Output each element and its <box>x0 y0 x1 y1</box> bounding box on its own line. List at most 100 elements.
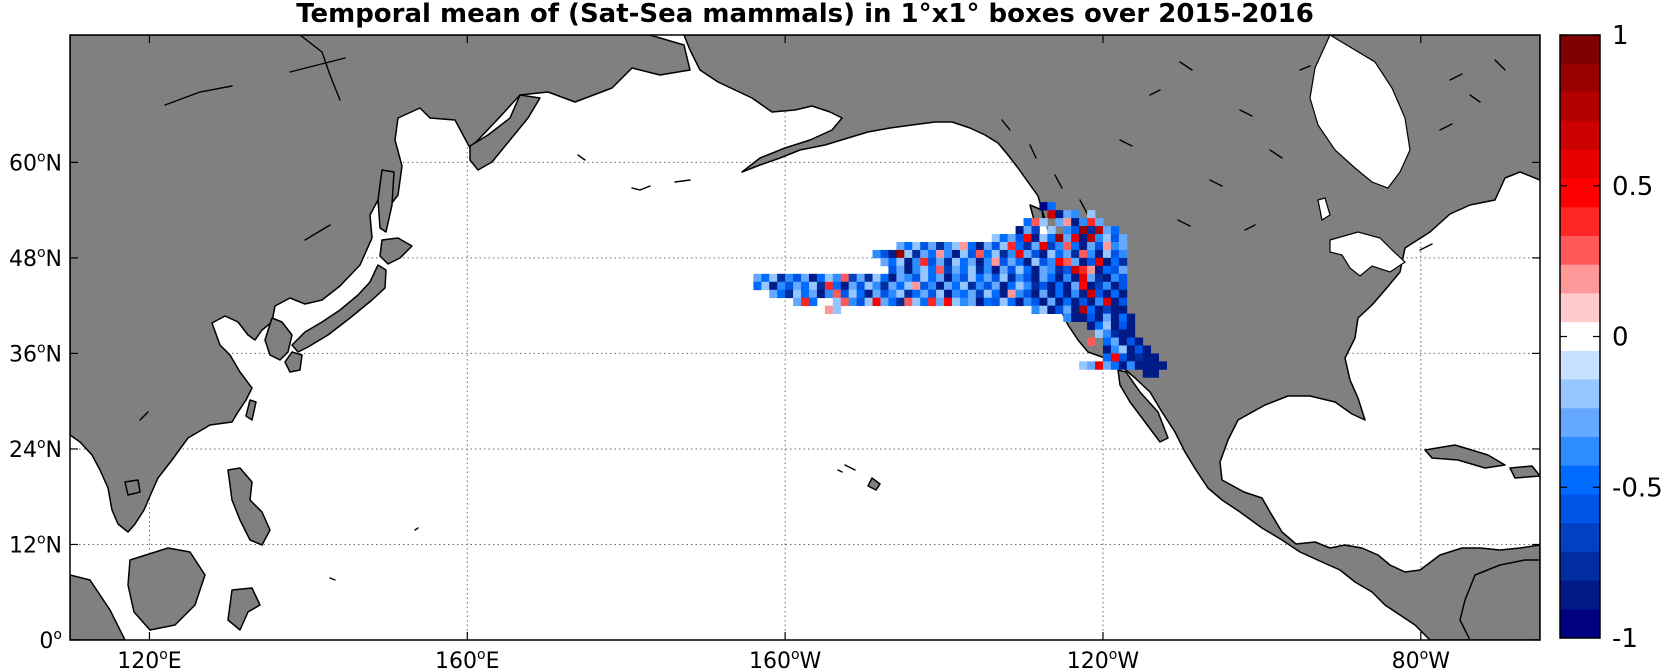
heatmap-cell <box>840 289 850 299</box>
heatmap-cell <box>1087 241 1096 251</box>
heatmap-cell <box>864 297 873 307</box>
heatmap-cell <box>1118 297 1128 307</box>
heatmap-cell <box>832 305 842 315</box>
heatmap-cell <box>1087 289 1096 299</box>
heatmap-cell <box>1047 249 1056 259</box>
heatmap-cell <box>967 281 977 291</box>
heatmap-cell <box>1007 273 1016 283</box>
heatmap-cell <box>769 273 778 283</box>
hudson-bay <box>1309 35 1411 189</box>
heatmap-cell <box>1087 281 1096 291</box>
heatmap-cell <box>1047 202 1056 211</box>
heatmap-cell <box>872 289 881 299</box>
heatmap-cell <box>1118 353 1128 362</box>
heatmap-cell <box>1095 297 1104 307</box>
y-tick-label: 0o <box>39 627 62 654</box>
heatmap-cell <box>816 273 826 283</box>
heatmap-cell <box>793 297 802 307</box>
heatmap-cell <box>1102 313 1112 322</box>
heatmap-cell <box>1071 289 1080 299</box>
heatmap-cell <box>888 273 897 283</box>
heatmap-cell <box>1039 289 1048 299</box>
colorbar-step <box>1560 63 1600 93</box>
heatmap-cell <box>816 289 826 299</box>
heatmap-cell <box>1118 337 1128 346</box>
heatmap-cell <box>999 289 1009 299</box>
heatmap-cell <box>761 281 770 291</box>
heatmap-cell <box>991 257 1001 267</box>
colorbar-steps <box>1560 35 1600 639</box>
heatmap-cell <box>1071 249 1080 259</box>
heatmap-cell <box>1102 361 1112 370</box>
heatmap-cell <box>1023 297 1032 307</box>
heatmap-cell <box>952 273 961 283</box>
colorbar-step <box>1560 551 1600 582</box>
heatmap-cell <box>1039 265 1048 275</box>
heatmap-cell <box>753 281 762 291</box>
heatmap-cell <box>983 289 993 299</box>
heatmap-cell <box>808 289 818 299</box>
heatmap-cell <box>1079 289 1088 299</box>
heatmap-cell <box>1126 345 1136 354</box>
heatmap-cell <box>1095 241 1104 251</box>
heatmap-cell <box>1110 345 1120 354</box>
colorbar-step <box>1560 35 1600 65</box>
heatmap-cell <box>912 297 921 307</box>
heatmap-cell <box>1095 313 1104 322</box>
heatmap-cell <box>920 241 929 251</box>
heatmap-cell <box>991 289 1001 299</box>
heatmap-cell <box>1095 321 1104 330</box>
heatmap-cell <box>983 249 993 259</box>
heatmap-cell <box>1007 257 1016 267</box>
heatmap-cell <box>944 289 953 299</box>
heatmap-cell <box>888 289 897 299</box>
heatmap-cell <box>896 289 905 299</box>
heatmap-cell <box>1071 218 1080 227</box>
heatmap-cell <box>816 281 826 291</box>
heatmap-cell <box>1142 361 1152 370</box>
heatmap-cell <box>880 289 889 299</box>
heatmap-cell <box>912 281 921 291</box>
heatmap-cell <box>1087 361 1096 370</box>
heatmap-cell <box>952 241 961 251</box>
heatmap-cell <box>1071 265 1080 275</box>
heatmap-cell <box>904 289 913 299</box>
heatmap-cell <box>1063 218 1072 227</box>
heatmap-cell <box>1118 249 1128 259</box>
heatmap-cell <box>1063 234 1072 243</box>
heatmap-cell <box>1047 273 1056 283</box>
heatmap-cell <box>1063 257 1072 267</box>
heatmap-cell <box>1102 226 1112 235</box>
heatmap-cell <box>928 297 937 307</box>
y-tick-label: 36oN <box>9 340 62 367</box>
heatmap-cell <box>912 249 921 259</box>
heatmap-cell <box>1063 226 1072 235</box>
heatmap-cell <box>1047 226 1056 235</box>
heatmap-cell <box>928 281 937 291</box>
heatmap-cell <box>959 281 969 291</box>
heatmap-cell <box>991 265 1001 275</box>
heatmap-cell <box>983 265 993 275</box>
colorbar-step <box>1560 437 1600 467</box>
heatmap-cell <box>1071 281 1080 291</box>
x-axis: 120oE 160oE 160oW 120oW 80oW <box>117 35 1450 670</box>
heatmap-cell <box>896 297 905 307</box>
heatmap-cell <box>856 289 865 299</box>
heatmap-cell <box>1095 226 1104 235</box>
heatmap-cell <box>872 297 881 307</box>
y-tick-label: 60oN <box>9 149 62 176</box>
heatmap-cell <box>1031 305 1040 315</box>
heatmap-cell <box>832 297 842 307</box>
heatmap-cell <box>1047 305 1056 315</box>
heatmap-cell <box>904 273 913 283</box>
heatmap-cell <box>808 297 818 307</box>
heatmap-cell <box>1102 305 1112 315</box>
heatmap-cell <box>967 289 977 299</box>
colorbar-step <box>1560 350 1600 381</box>
heatmap-cell <box>1023 257 1032 267</box>
heatmap-cell <box>1015 249 1024 259</box>
heatmap-cell <box>975 289 985 299</box>
heatmap-cell <box>920 289 929 299</box>
heatmap-cell <box>1087 321 1096 330</box>
heatmap-cell <box>1007 265 1016 275</box>
